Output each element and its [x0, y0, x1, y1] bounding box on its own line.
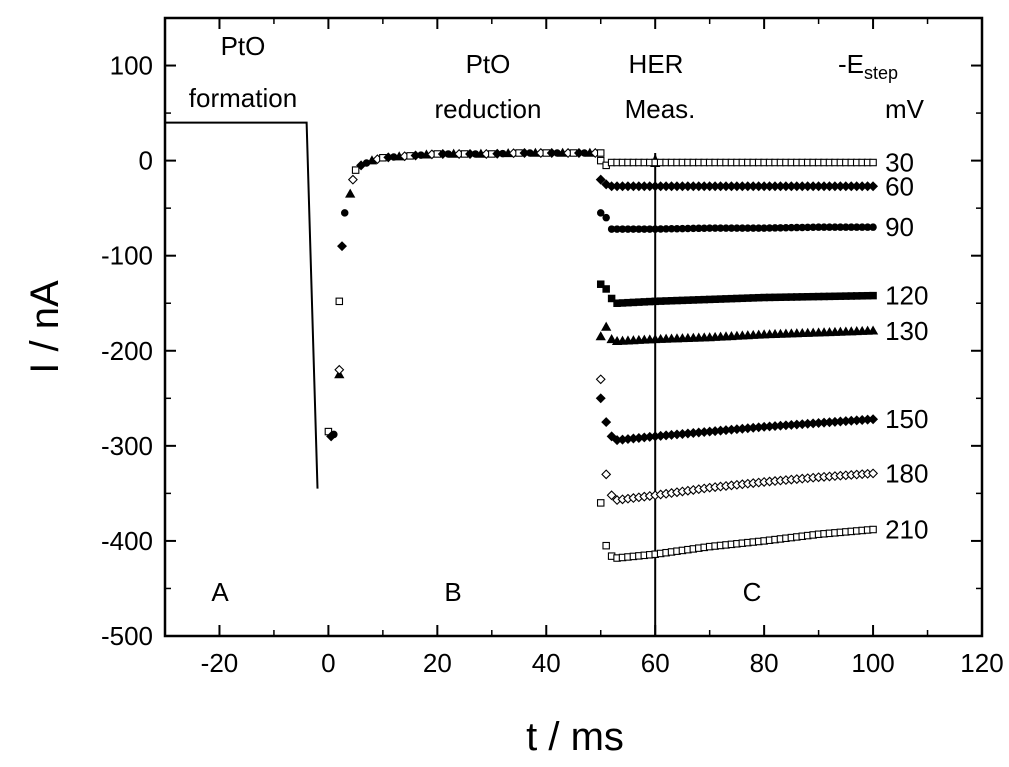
x-tick-label: 120 [960, 648, 1003, 678]
x-tick-label: 80 [750, 648, 779, 678]
series-point [606, 431, 617, 442]
potential-step-line [165, 121, 319, 489]
y-tick-label: -400 [101, 526, 153, 556]
series-point [607, 294, 616, 303]
pto-reduction-label-line1: PtO [466, 49, 511, 79]
series-point [596, 499, 605, 507]
plot-frame [163, 16, 984, 638]
y-tick-label: -100 [101, 241, 153, 271]
potential-program [165, 121, 319, 489]
transient-point [345, 188, 356, 198]
series-label: 120 [885, 281, 928, 311]
series-point [869, 291, 877, 300]
series-point [869, 525, 877, 534]
y-tick-labels: 100 0 -100 -200 -300 -400 -500 [101, 51, 153, 651]
x-tick-label: 0 [321, 648, 335, 678]
series-point [595, 393, 606, 404]
series-point [602, 213, 610, 222]
series-point [596, 280, 605, 288]
x-tick-label: 60 [641, 648, 670, 678]
series-point [596, 156, 605, 165]
her-label-line1: HER [629, 49, 684, 79]
series-point [606, 490, 617, 501]
y-tick-label: 100 [110, 51, 153, 81]
y-axis-title: I / nA [23, 280, 67, 374]
transient-point [334, 364, 345, 375]
transient-point [596, 149, 605, 157]
series-label: 210 [885, 515, 928, 545]
series-point [869, 158, 877, 167]
x-axis-title: t / ms [526, 715, 624, 759]
series-label: 150 [885, 404, 928, 434]
x-tick-labels: -20 0 20 40 60 80 100 120 [201, 648, 1004, 678]
region-c-label: C [743, 577, 762, 607]
y-tick-label: -300 [101, 431, 153, 461]
series-label: 90 [885, 212, 914, 242]
series-point [602, 541, 610, 550]
estep-header: -Estep [838, 49, 898, 83]
series-point [601, 321, 612, 331]
series-point [595, 331, 606, 341]
pto-reduction-label-line2: reduction [435, 94, 542, 124]
series-point [869, 223, 877, 231]
series-label: 30 [885, 148, 914, 178]
series-point [868, 181, 879, 192]
pto-formation-label-line1: PtO [221, 31, 266, 61]
pto-formation-label-line2: formation [189, 83, 297, 113]
series-point [601, 179, 612, 190]
series-point [602, 285, 610, 293]
y-tick-label: -500 [101, 621, 153, 651]
x-tick-label: 20 [423, 648, 452, 678]
series-label: 130 [885, 316, 928, 346]
y-tick-label: -200 [101, 336, 153, 366]
region-a-label: A [211, 577, 229, 607]
series-label: 180 [885, 458, 928, 488]
series-point [868, 414, 879, 425]
region-b-label: B [444, 577, 461, 607]
series-point [601, 469, 612, 480]
series-label: 60 [885, 171, 914, 201]
data-marks [324, 147, 879, 562]
estep-prefix: -E [838, 49, 864, 79]
transient-point [351, 166, 360, 174]
axis-ticks [164, 17, 983, 637]
estep-subscript: step [864, 63, 898, 83]
plot-area [163, 16, 984, 638]
estep-unit: mV [885, 94, 925, 124]
transient-point [337, 241, 347, 252]
series-point [867, 325, 879, 335]
series-point [595, 174, 606, 185]
transient-point [330, 430, 338, 439]
transient-point [340, 209, 349, 217]
her-label-line2: Meas. [625, 94, 696, 124]
series-point [601, 417, 612, 428]
x-tick-label: 40 [532, 648, 561, 678]
transient-point [335, 297, 344, 306]
series-point [868, 468, 879, 479]
transient-point [347, 174, 358, 185]
series-point [595, 374, 606, 385]
x-tick-label: 100 [851, 648, 894, 678]
x-tick-label: -20 [201, 648, 239, 678]
series-point [606, 334, 617, 344]
y-tick-label: 0 [139, 146, 153, 176]
series-point [596, 209, 605, 217]
